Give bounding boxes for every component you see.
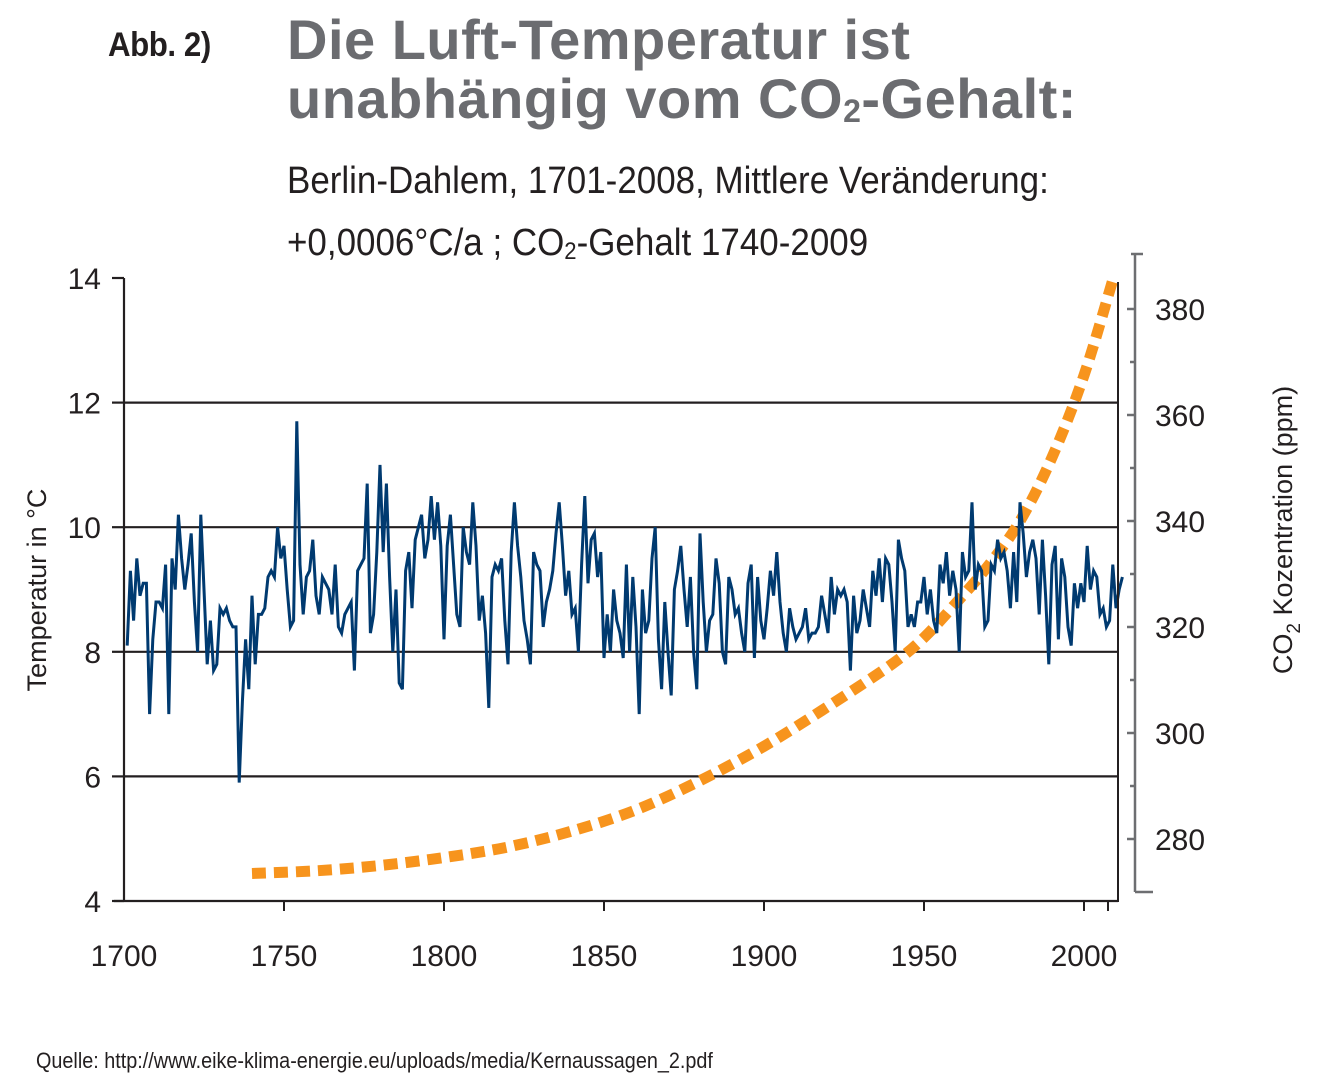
source-citation: Quelle: http://www.eike-klima-energie.eu… [36,1048,713,1073]
title-line-1: Die Luft-Temperatur ist [287,8,911,71]
y2-tick-label: 380 [1155,294,1205,327]
title-subscript: 2 [843,93,862,129]
temperature-series [125,421,1124,783]
x-tick-label: 1750 [251,940,318,973]
y-tick-label: 8 [84,637,101,670]
title-line-2-suffix: -Gehalt: [861,67,1077,130]
chart-title: Die Luft-Temperatur ist unabhängig vom C… [287,10,1077,141]
figure-label: Abb. 2) [108,26,211,64]
y2-tick-label: 340 [1155,506,1205,539]
subtitle-line-1: Berlin-Dahlem, 1701-2008, Mittlere Verän… [287,160,1049,202]
x-tick-label: 1950 [891,940,958,973]
y-tick-label: 10 [68,512,101,545]
subtitle-line-2-text: +0,0006°C/a ; CO [287,222,565,264]
y-axis-title: Temperatur in °C [22,489,52,692]
axis-labels: 4 6 8 10 12 14 1700 1750 1800 1850 1900 1950 2000 280… [68,263,1205,973]
subtitle-line-2-suffix: -Gehalt 1740-2009 [576,222,869,264]
y-tick-label: 12 [68,388,101,421]
y-tick-label: 4 [84,886,101,919]
co2-series [251,278,1119,879]
y-tick-label: 6 [84,761,101,794]
x-tick-label: 2000 [1051,940,1118,973]
temperature-line [125,421,1124,783]
co2-line [251,278,1119,879]
x-tick-label: 1800 [411,940,478,973]
y2-tick-label: 320 [1155,612,1205,645]
title-line-2-text: unabhängig vom CO [287,67,844,130]
x-tick-label: 1700 [91,940,158,973]
y2-tick-label: 280 [1155,824,1205,857]
y2-axis-title: CO2 Kozentration (ppm) [1268,386,1305,674]
y2-tick-label: 360 [1155,400,1205,433]
x-tick-label: 1900 [731,940,798,973]
axes [112,252,1153,911]
title-line-2: unabhängig vom CO2-Gehalt: [287,69,1077,141]
gridlines [124,401,1118,778]
y-tick-label: 14 [68,263,101,296]
subtitle-line-2: +0,0006°C/a ; CO2-Gehalt 1740-2009 [287,222,868,266]
subtitle-subscript: 2 [564,238,577,265]
y2-tick-label: 300 [1155,718,1205,751]
x-tick-label: 1850 [571,940,638,973]
